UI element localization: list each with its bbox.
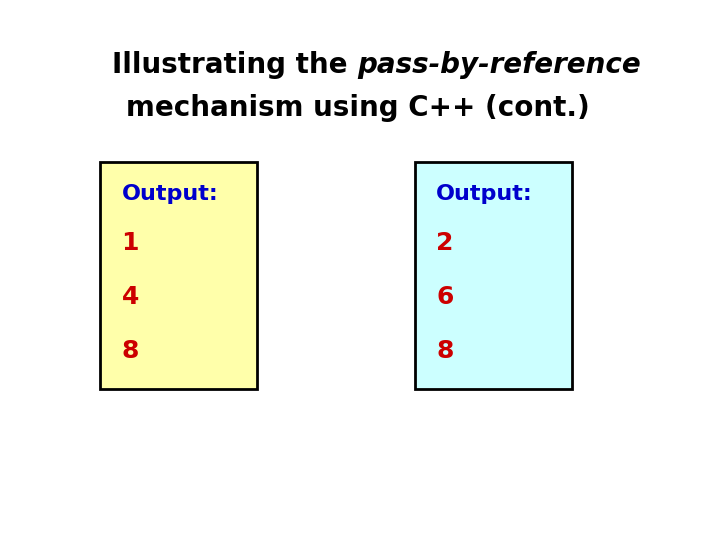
Text: 2: 2 (436, 231, 454, 255)
Text: pass-by-reference: pass-by-reference (358, 51, 642, 79)
Text: mechanism using C++ (cont.): mechanism using C++ (cont.) (126, 94, 590, 122)
FancyBboxPatch shape (100, 162, 258, 389)
Text: 1: 1 (122, 231, 139, 255)
Text: 8: 8 (122, 339, 139, 363)
Text: 6: 6 (436, 285, 454, 309)
Text: Output:: Output: (436, 184, 533, 205)
FancyBboxPatch shape (415, 162, 572, 389)
Text: 8: 8 (436, 339, 454, 363)
Text: 4: 4 (122, 285, 139, 309)
Text: Output:: Output: (122, 184, 218, 205)
Text: Illustrating the: Illustrating the (112, 51, 358, 79)
